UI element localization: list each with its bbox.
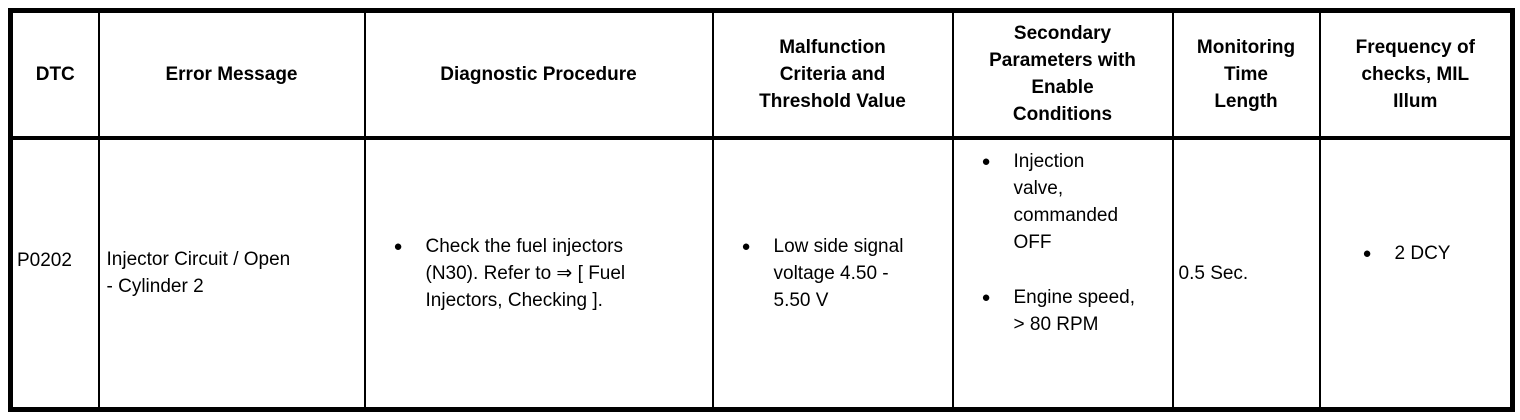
malfunction-criteria-text: Low side signal voltage 4.50 - 5.50 V (773, 235, 904, 311)
secondary-parameter-text: Injection valve, commanded OFF (1013, 150, 1119, 253)
bullet-icon: ● (393, 237, 403, 255)
secondary-parameter-text: Engine speed, > 80 RPM (1013, 286, 1136, 335)
list-item: ● Check the fuel injectors (N30). Refer … (394, 233, 706, 314)
list-item: ● Low side signal voltage 4.50 - 5.50 V (742, 233, 948, 314)
column-header-diagnostic-procedure: Diagnostic Procedure (363, 9, 714, 140)
bullet-icon: ● (1362, 245, 1372, 263)
cell-error-message: Injector Circuit / Open - Cylinder 2 (97, 136, 366, 411)
cell-dtc-code: P0202 (9, 136, 100, 411)
dtc-table: DTC Error Message Diagnostic Procedure M… (8, 8, 1515, 412)
cell-monitoring-time: 0.5 Sec. (1171, 136, 1321, 411)
monitoring-time-text: 0.5 Sec. (1178, 262, 1249, 284)
cell-secondary-parameters: ● Injection valve, commanded OFF ● Engin… (951, 136, 1174, 411)
column-header-secondary-parameters: Secondary Parameters with Enable Conditi… (951, 9, 1174, 140)
column-header-error-message: Error Message (97, 9, 366, 140)
cell-frequency-of-checks: ● 2 DCY (1318, 136, 1514, 411)
column-header-malfunction-criteria: Malfunction Criteria and Threshold Value (711, 9, 954, 140)
cell-malfunction-criteria: ● Low side signal voltage 4.50 - 5.50 V (711, 136, 954, 411)
list-item: ● Injection valve, commanded OFF (982, 148, 1168, 256)
cell-diagnostic-procedure: ● Check the fuel injectors (N30). Refer … (363, 136, 714, 411)
bullet-icon: ● (741, 237, 751, 255)
list-item: ● 2 DCY (1363, 240, 1510, 267)
list-item: ● Engine speed, > 80 RPM (982, 284, 1168, 338)
diagnostic-procedure-text: Check the fuel injectors (N30). Refer to… (425, 235, 626, 311)
table-row: P0202 Injector Circuit / Open - Cylinder… (9, 136, 1514, 411)
column-header-monitoring-time: Monitoring Time Length (1171, 9, 1321, 140)
column-header-frequency: Frequency of checks, MIL Illum (1318, 9, 1514, 140)
frequency-text: 2 DCY (1394, 243, 1451, 265)
column-header-dtc: DTC (9, 9, 100, 140)
error-message-text: Injector Circuit / Open - Cylinder 2 (106, 249, 291, 298)
dtc-code: P0202 (17, 250, 72, 272)
bullet-icon: ● (981, 152, 991, 170)
bullet-icon: ● (981, 288, 991, 306)
header-row: DTC Error Message Diagnostic Procedure M… (9, 9, 1514, 140)
